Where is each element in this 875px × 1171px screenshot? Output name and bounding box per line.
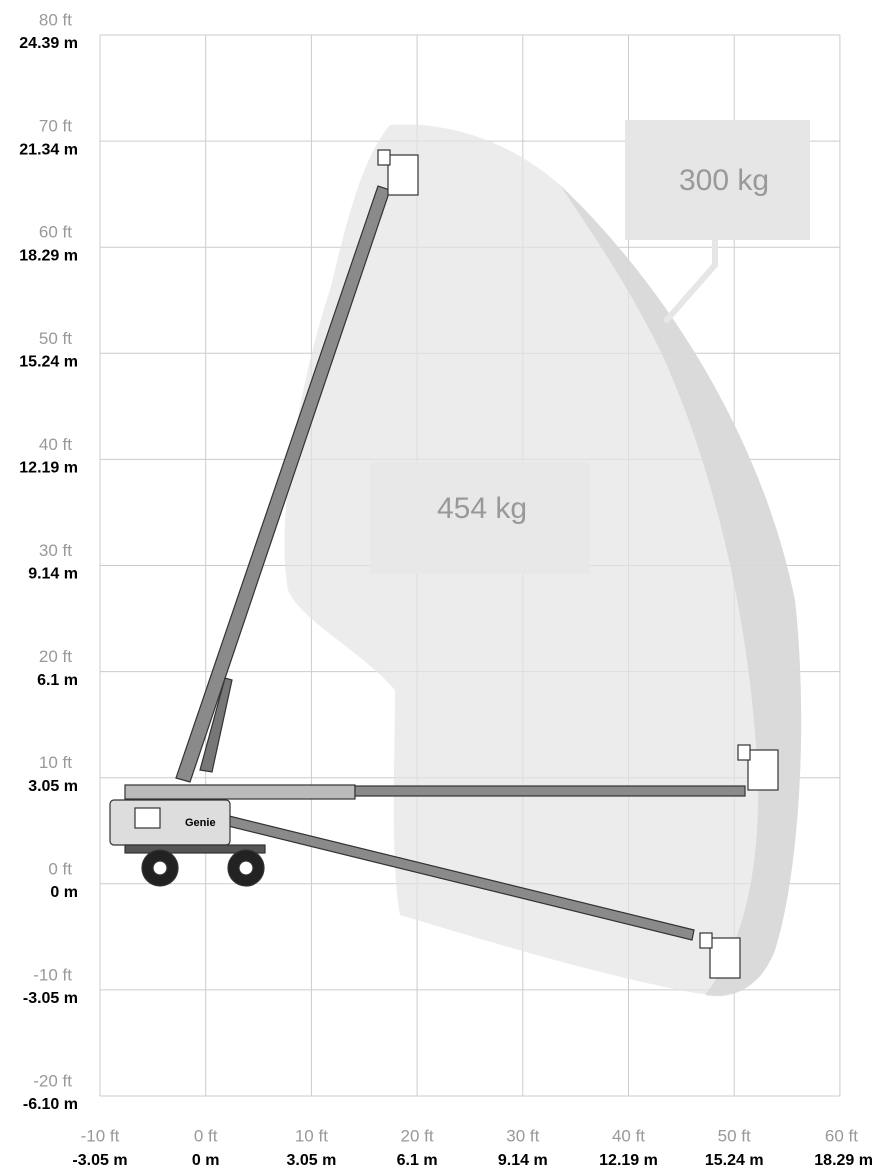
y-label-m: 9.14 m xyxy=(28,566,78,583)
x-label-m: 18.29 m xyxy=(814,1152,873,1169)
x-label-m: 0 m xyxy=(192,1152,220,1169)
y-label-m: 3.05 m xyxy=(28,778,78,795)
x-label-ft: 20 ft xyxy=(401,1126,434,1145)
y-label-ft: 40 ft xyxy=(39,435,72,454)
x-label-ft: 50 ft xyxy=(718,1126,751,1145)
y-label-m: -3.05 m xyxy=(23,990,78,1007)
x-label-ft: 0 ft xyxy=(194,1126,218,1145)
x-label-ft: 10 ft xyxy=(295,1126,328,1145)
y-label-m: 0 m xyxy=(50,884,78,901)
x-label-m: 12.19 m xyxy=(599,1152,658,1169)
y-label-m: 15.24 m xyxy=(19,354,78,371)
zone-label: 300 kg xyxy=(679,164,769,197)
y-label-m: 12.19 m xyxy=(19,460,78,477)
y-label-ft: 10 ft xyxy=(39,753,72,772)
y-label-m: -6.10 m xyxy=(23,1096,78,1113)
y-label-ft: 60 ft xyxy=(39,223,72,242)
y-label-ft: 0 ft xyxy=(48,859,72,878)
envelope-300 xyxy=(560,185,802,997)
machine: Genie xyxy=(109,149,779,979)
axis-labels: 80 ft 24.39 m 70 ft 21.34 m 60 ft 18.29 m 50 f… xyxy=(19,10,873,1169)
y-label-ft: 80 ft xyxy=(39,10,72,29)
x-label-m: 3.05 m xyxy=(286,1152,336,1169)
y-label-ft: 50 ft xyxy=(39,329,72,348)
x-label-m: 15.24 m xyxy=(705,1152,764,1169)
x-label-ft: 30 ft xyxy=(506,1126,539,1145)
y-label-m: 6.1 m xyxy=(37,672,78,689)
y-label-ft: -20 ft xyxy=(33,1071,72,1090)
x-label-ft: 60 ft xyxy=(825,1126,858,1145)
leader-line xyxy=(662,240,718,324)
x-label-m: 9.14 m xyxy=(498,1152,548,1169)
y-label-m: 21.34 m xyxy=(19,141,78,158)
y-label-ft: 30 ft xyxy=(39,541,72,560)
x-label-m: 6.1 m xyxy=(397,1152,438,1169)
brand: Genie xyxy=(185,817,216,829)
label-backdrop xyxy=(370,462,590,574)
x-label-m: -3.05 m xyxy=(72,1152,127,1169)
y-label-ft: 70 ft xyxy=(39,117,72,136)
y-label-ft: -10 ft xyxy=(33,965,72,984)
y-label-ft: 20 ft xyxy=(39,647,72,666)
zone-label: 454 kg xyxy=(437,492,527,525)
y-label-m: 24.39 m xyxy=(19,35,78,52)
y-label-m: 18.29 m xyxy=(19,247,78,264)
x-label-ft: 40 ft xyxy=(612,1126,645,1145)
x-label-ft: -10 ft xyxy=(81,1126,120,1145)
zone-box xyxy=(625,120,810,240)
